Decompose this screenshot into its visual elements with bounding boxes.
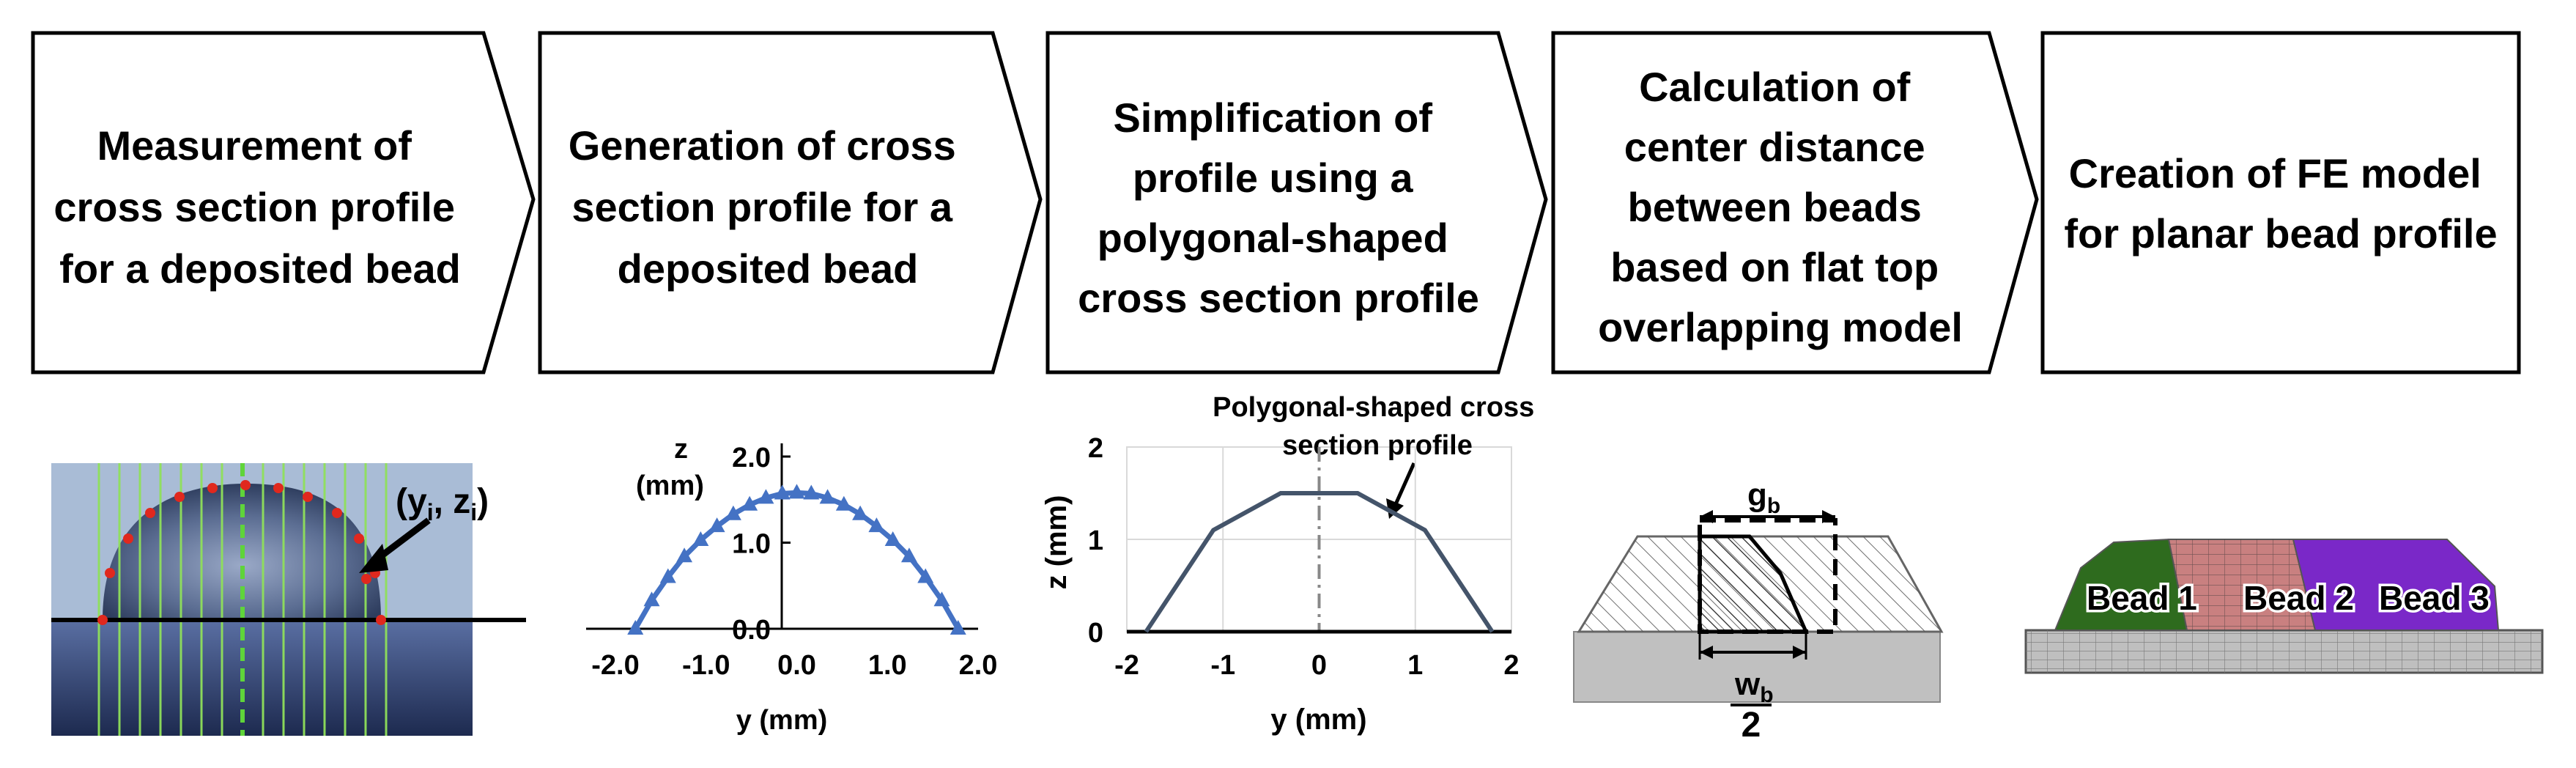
photo-profile-points [97,480,386,625]
chart2-y-tick-label: 0 [1088,618,1103,649]
chart1-data-point [725,505,741,520]
chart1-data-point [774,484,791,500]
chart1-data-point [900,547,917,563]
chart2-annotation: Polygonal-shaped cross section profile [1213,392,1542,461]
chart1-data-point [659,568,676,583]
chart1-ylabel-unit: (mm) [636,470,704,501]
step-box-4: Calculation of center distance between b… [1551,31,2039,374]
chart1-data-point [950,620,966,635]
chart1-data-point [917,568,934,583]
overlap-substrate [1573,631,1941,703]
chart1-data-point [627,620,644,635]
chart1-data-point [803,484,820,500]
chart-generated-profile: z (mm) y (mm) -2.0 -1.0 0.0 1.0 2.00.01.02.0 [586,434,997,736]
step-2-text: Generation of cross section profile for … [569,122,968,292]
bead-photo-panel: (yi, zi) [51,463,526,736]
chart1-data-point [692,531,709,546]
step-box-1: Measurement of cross section profile for… [31,31,536,374]
overlap-model-panel: gb wb 2 [1573,477,1944,745]
chart1-data-point [884,531,901,546]
fe-bead-2-label: Bead 2 [2243,579,2354,617]
overlap-wb-label: wb [1734,666,1774,707]
chart2-x-tick-label: 0 [1311,650,1327,681]
chart1-data-point [868,517,885,533]
chart1-x-tick-label: 2.0 [959,650,998,681]
chart1-data-point [852,505,869,520]
chart1-x-tick-label: -2.0 [591,650,639,681]
fe-bead-1 [2054,538,2188,631]
chart1-data-point [708,517,725,533]
chart1-y-tick-label: 1.0 [732,529,771,560]
chart2-y-tick-label: 2 [1088,433,1103,464]
chart1-x-tick-label: 1.0 [868,650,907,681]
chart1-y-tick-label: 2.0 [732,443,771,473]
overlap-gb-label: gb [1747,477,1780,518]
fe-bead-1-label: Bead 1 [2087,579,2197,617]
chart2-x-tick-label: -1 [1210,650,1235,681]
chart1-data-point [676,547,693,563]
chart1-x-tick-label: -1.0 [682,650,730,681]
chart2-x-tick-label: 2 [1503,650,1519,681]
fe-bead-3 [2292,539,2500,631]
chart-polygonal-profile: z (mm) y (mm) Polygonal-shaped cross sec… [1040,392,1542,736]
chart1-data-point [819,489,836,504]
chart1-ylabel: z [674,434,688,465]
chart2-y-tick-label: 1 [1088,525,1103,556]
chart2-annotation-arrow [1394,462,1416,506]
chart1-data-point [835,495,852,511]
chart1-data-point [643,591,660,607]
fe-bead-3-label: Bead 3 [2379,579,2490,617]
photo-annotation: (yi, zi) [396,482,489,525]
step-box-3: Simplification of profile using a polygo… [1045,31,1548,374]
chart1-data-point [788,484,805,499]
chart1-data-point [758,489,774,504]
step-3-text: Simplification of profile using a polygo… [1078,95,1479,321]
overlap-dashed-box [1698,518,1837,634]
chart1-x-tick-label: 0.0 [777,650,816,681]
chart2-xlabel: y (mm) [1270,704,1366,736]
chart1-y-tick-label: 0.0 [732,615,771,646]
chart2-x-tick-label: -2 [1114,650,1139,681]
chart1-data-point [741,495,758,511]
step-box-2: Generation of cross section profile for … [538,31,1043,374]
chart1-xlabel: y (mm) [736,705,828,736]
photo-grid-lines [97,463,388,736]
overlap-denominator: 2 [1742,706,1761,745]
chart2-x-tick-label: 1 [1407,650,1423,681]
chart2-series-line [1144,491,1495,633]
step-5-text: Creation of FE model for planar bead pro… [2064,150,2497,256]
step-4-text: Calculation of center distance between b… [1598,64,1963,350]
fe-model-panel: Bead 1 Bead 2 Bead 3 [2024,538,2544,674]
chart1-data-point [933,591,950,607]
chart2-ylabel: z (mm) [1040,495,1073,590]
step-box-5: Creation of FE model for planar bead pro… [2040,31,2521,374]
step-1-text: Measurement of cross section profile for… [53,122,466,292]
